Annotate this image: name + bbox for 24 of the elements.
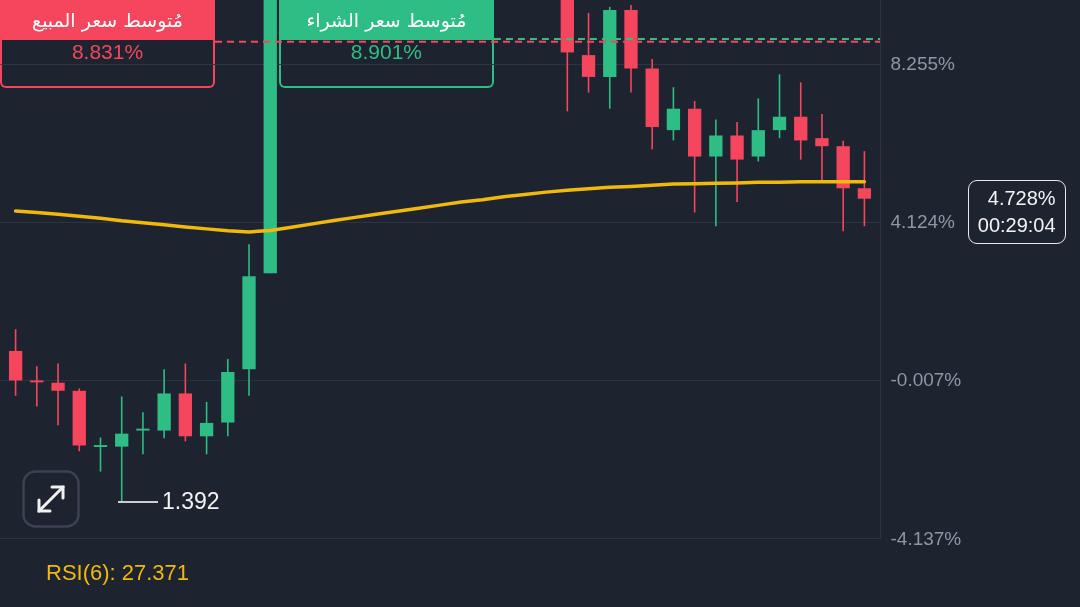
annotation: 1.392	[162, 487, 220, 516]
candlestick	[815, 113, 829, 182]
text: RSI(6): 27.371	[46, 560, 190, 587]
candlestick	[857, 150, 872, 227]
y-tick-label: 8.255%	[890, 53, 956, 75]
candlestick	[666, 86, 681, 142]
candlestick	[709, 118, 723, 227]
label-box: 4.728% 00:29:04	[967, 180, 1066, 245]
line-series	[13, 180, 867, 234]
y-tick-label: 4.124%	[890, 211, 956, 233]
candlestick	[30, 365, 44, 408]
candlestick	[93, 436, 108, 473]
candlestick	[772, 73, 787, 139]
ref-line-label: مُتوسط سعر المبيع	[32, 9, 183, 31]
annotation: 8.831%	[71, 40, 144, 63]
candlestick	[794, 81, 808, 161]
candlestick	[115, 395, 129, 503]
y-tick-label: -4.137%	[890, 527, 962, 549]
annotation: 8.901%	[350, 40, 423, 63]
candlestick	[51, 362, 65, 427]
candlestick	[136, 411, 150, 456]
ref-line-label: مُتوسط سعر الشراء	[306, 9, 467, 31]
candlestick	[199, 401, 214, 456]
y-tick-label: -0.007%	[890, 369, 962, 391]
